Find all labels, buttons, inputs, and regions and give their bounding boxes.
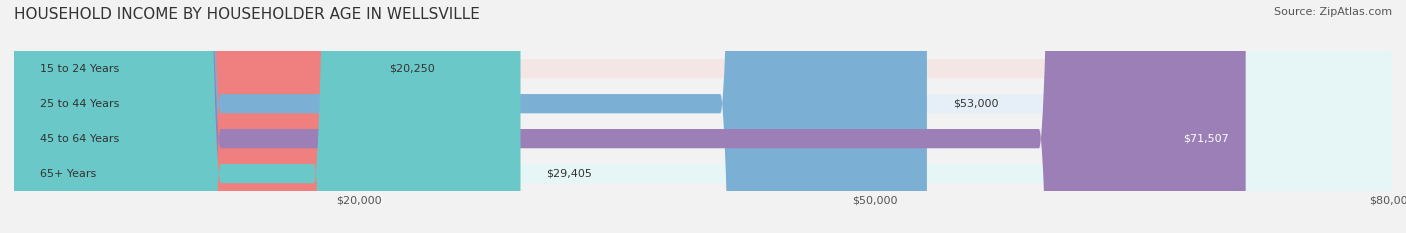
FancyBboxPatch shape <box>14 0 520 233</box>
Text: 45 to 64 Years: 45 to 64 Years <box>39 134 120 144</box>
FancyBboxPatch shape <box>14 0 1392 233</box>
Text: HOUSEHOLD INCOME BY HOUSEHOLDER AGE IN WELLSVILLE: HOUSEHOLD INCOME BY HOUSEHOLDER AGE IN W… <box>14 7 479 22</box>
FancyBboxPatch shape <box>14 0 1246 233</box>
Text: $20,250: $20,250 <box>388 64 434 74</box>
Text: $53,000: $53,000 <box>953 99 998 109</box>
Text: Source: ZipAtlas.com: Source: ZipAtlas.com <box>1274 7 1392 17</box>
Text: 65+ Years: 65+ Years <box>39 169 96 178</box>
FancyBboxPatch shape <box>14 0 927 233</box>
FancyBboxPatch shape <box>14 0 1392 233</box>
Text: $71,507: $71,507 <box>1182 134 1229 144</box>
Text: $29,405: $29,405 <box>547 169 592 178</box>
Text: 25 to 44 Years: 25 to 44 Years <box>39 99 120 109</box>
FancyBboxPatch shape <box>14 0 1392 233</box>
Text: 15 to 24 Years: 15 to 24 Years <box>39 64 120 74</box>
FancyBboxPatch shape <box>14 0 1392 233</box>
FancyBboxPatch shape <box>14 0 363 233</box>
